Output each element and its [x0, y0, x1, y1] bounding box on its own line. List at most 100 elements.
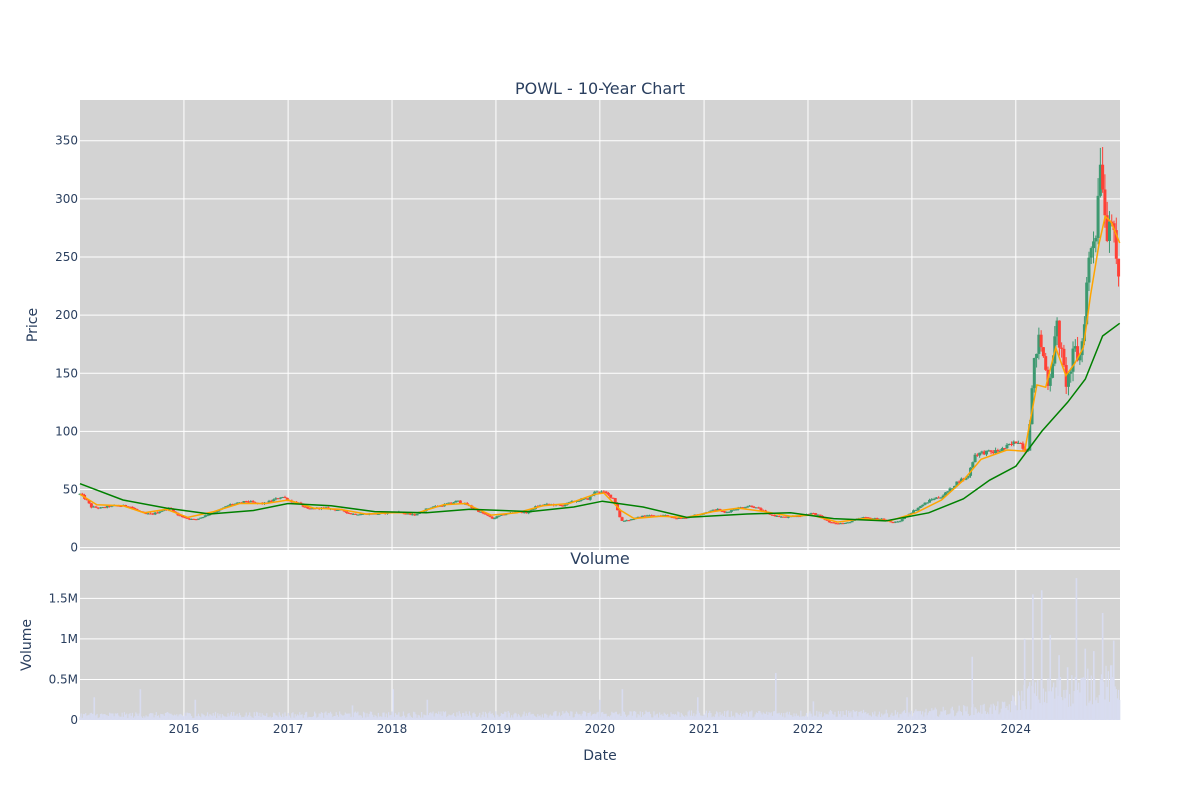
candle-body-221 [581, 498, 585, 500]
volume-bar-424 [562, 711, 564, 720]
candle-body-395 [978, 452, 982, 456]
volume-spike-14 [1032, 594, 1034, 720]
volume-bar-464 [607, 715, 609, 720]
volume-bar-116 [211, 715, 213, 720]
volume-bar-807 [998, 714, 1000, 720]
candle-body-163 [449, 502, 453, 504]
volume-bar-578 [737, 714, 739, 720]
candle-body-431 [1060, 347, 1064, 349]
volume-bar-794 [983, 703, 985, 720]
volume-bar-712 [890, 714, 892, 720]
candle-body-402 [994, 450, 998, 454]
volume-bar-545 [700, 715, 702, 720]
volume-spike-7 [621, 689, 624, 720]
price-tick-300: 300 [55, 192, 78, 206]
volume-bar-797 [987, 712, 989, 720]
volume-bar-584 [744, 714, 746, 720]
volume-bar-276 [393, 716, 395, 720]
volume-bar-414 [550, 715, 553, 720]
candle-body-6 [92, 506, 96, 508]
candle-body-445 [1092, 241, 1096, 249]
candle-body-420 [1035, 353, 1039, 359]
volume-bar-176 [279, 715, 282, 720]
candle-body-162 [447, 502, 451, 504]
candle-body-173 [472, 507, 476, 510]
candle-body-347 [868, 517, 872, 519]
volume-bar-249 [362, 711, 365, 720]
volume-bar-454 [596, 712, 598, 720]
candle-body-279 [713, 509, 717, 511]
candle-body-386 [957, 481, 961, 483]
volume-bar-773 [959, 711, 961, 720]
volume-bar-122 [218, 715, 220, 720]
volume-bar-401 [536, 717, 538, 720]
candle-body-382 [948, 488, 952, 492]
volume-bar-814 [1006, 706, 1008, 720]
volume-bar-765 [950, 708, 952, 720]
volume-bar-670 [842, 710, 844, 720]
volume-bar-296 [416, 717, 418, 720]
volume-bar-632 [799, 716, 801, 720]
volume-bar-400 [534, 716, 537, 720]
volume-bar-418 [555, 711, 557, 720]
candle-body-258 [666, 515, 670, 517]
candle-body-353 [882, 518, 886, 521]
candle-body-345 [864, 517, 868, 519]
candle-body-148 [415, 513, 419, 516]
volume-bar-187 [292, 712, 294, 720]
volume-bar-603 [766, 711, 768, 720]
volume-bar-591 [752, 717, 754, 720]
volume-bar-336 [462, 712, 464, 720]
volume-bar-640 [808, 713, 810, 720]
volume-bar-608 [771, 715, 773, 720]
volume-bar-656 [826, 713, 828, 720]
volume-bar-242 [354, 711, 357, 720]
candle-body-187 [504, 514, 508, 516]
candle-body-436 [1071, 348, 1075, 372]
candle-body-328 [825, 519, 829, 521]
volume-bar-689 [864, 712, 866, 720]
candle-body-449 [1101, 164, 1105, 190]
volume-bar-182 [286, 716, 288, 720]
candle-body-199 [531, 509, 535, 511]
candle-body-20 [124, 504, 128, 507]
volume-bar-8 [88, 714, 90, 720]
volume-bar-483 [629, 711, 631, 720]
volume-bar-358 [487, 717, 489, 720]
volume-bar-886 [1088, 702, 1090, 720]
volume-bar-722 [901, 712, 903, 720]
candle-body-97 [299, 502, 303, 504]
volume-bar-490 [637, 714, 639, 720]
candle-body-361 [900, 519, 904, 522]
candle-body-424 [1044, 356, 1048, 370]
candle-body-73 [244, 501, 248, 503]
volume-bar-308 [430, 712, 432, 720]
volume-bar-411 [547, 717, 549, 720]
volume-bar-865 [1064, 698, 1066, 720]
candle-body-13 [108, 505, 112, 507]
volume-bar-907 [1112, 676, 1114, 720]
volume-bar-548 [703, 714, 705, 720]
price-tick-200: 200 [55, 308, 78, 322]
volume-bar-742 [924, 712, 926, 720]
candle-body-434 [1066, 373, 1070, 387]
candle-body-5 [89, 503, 93, 508]
candle-body-356 [889, 521, 893, 523]
volume-bar-421 [558, 712, 561, 720]
volume-bar-697 [873, 714, 875, 720]
volume-bar-555 [711, 717, 713, 720]
volume-bar-577 [736, 712, 738, 720]
volume-bar-486 [632, 711, 635, 720]
volume-bar-627 [793, 713, 795, 720]
volume-bar-698 [874, 711, 876, 720]
candle-body-325 [818, 514, 822, 516]
volume-bar-52 [138, 713, 140, 720]
volume-bar-321 [444, 711, 447, 720]
volume-bar-822 [1015, 705, 1017, 720]
volume-bar-565 [722, 715, 725, 720]
candle-body-291 [741, 507, 745, 509]
candle-body-369 [918, 506, 922, 508]
candle-body-373 [928, 499, 932, 503]
volume-bar-672 [844, 715, 846, 720]
candle-body-219 [577, 500, 581, 502]
